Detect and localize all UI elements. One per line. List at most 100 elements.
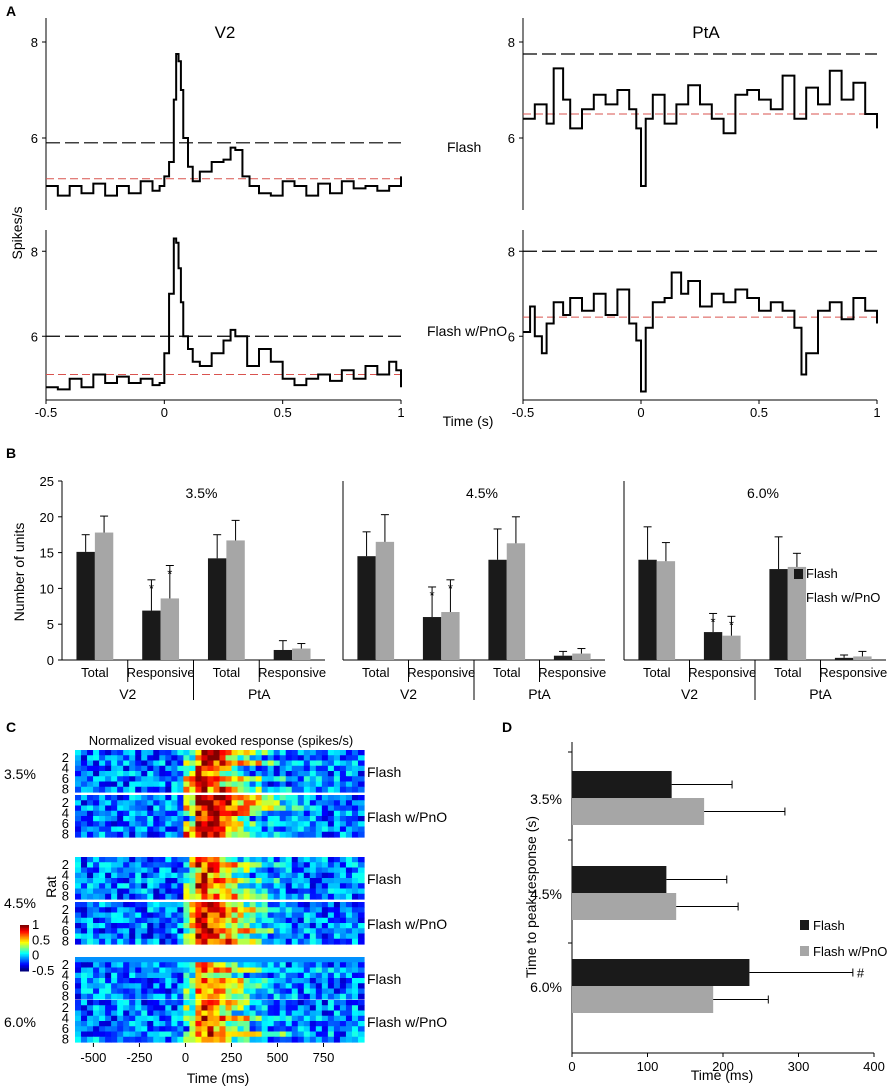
- heatmap-cell: [261, 872, 269, 879]
- heatmap-cell: [99, 1010, 106, 1017]
- heatmap-cell: [183, 1026, 190, 1033]
- heatmap-cell: [159, 983, 166, 990]
- heatmap-cell: [141, 993, 148, 1000]
- heatmap-cell: [207, 872, 215, 879]
- heatmap-cell: [93, 872, 100, 879]
- heatmap-cell: [201, 776, 209, 783]
- heatmap-cell: [225, 888, 233, 895]
- heatmap-cell: [87, 755, 94, 762]
- heatmap-cell: [261, 826, 269, 833]
- heatmap-cell: [291, 972, 299, 979]
- heatmap-cell: [81, 988, 88, 995]
- heatmap-cell: [273, 978, 281, 984]
- heatmap-cell: [177, 867, 184, 874]
- heatmap-cell: [345, 867, 353, 874]
- heatmap-cell: [105, 957, 112, 963]
- heatmap-cell: [159, 1000, 166, 1006]
- heatmap-cell: [147, 978, 154, 984]
- heatmap-cell: [105, 912, 112, 919]
- heatmap-cell: [285, 917, 293, 924]
- heatmap-cell: [195, 826, 203, 833]
- heatmap-cell: [309, 917, 317, 924]
- heatmap-cell: [189, 800, 197, 807]
- heatmap-cell: [231, 923, 239, 929]
- heatmap-cell: [99, 928, 106, 935]
- heatmap-cell: [297, 795, 305, 801]
- heatmap-cell: [153, 771, 160, 777]
- heatmap-cell: [297, 1015, 305, 1022]
- heatmap-cell: [237, 878, 245, 884]
- heatmap-cell: [345, 923, 353, 929]
- heatmap-cell: [255, 867, 263, 874]
- heatmap-cell: [183, 750, 190, 756]
- heatmap-cell: [351, 988, 359, 995]
- heatmap-cell: [177, 771, 184, 777]
- x-tick-label: 100: [637, 1059, 659, 1074]
- heatmap-cell: [135, 917, 142, 924]
- heatmap-cell: [285, 928, 293, 935]
- heatmap-cell: [315, 917, 323, 924]
- heatmap-cell: [249, 765, 257, 772]
- heatmap-cell: [279, 978, 287, 984]
- heatmap-cell: [321, 978, 329, 984]
- heatmap-cell: [297, 988, 305, 995]
- heatmap-cell: [123, 795, 130, 801]
- heatmap-cell: [255, 831, 263, 838]
- heatmap-cell: [351, 805, 359, 812]
- heatmap-cell: [261, 883, 269, 890]
- heatmap-cell: [81, 821, 88, 828]
- heatmap-cell: [195, 883, 203, 890]
- heatmap-cell: [339, 1005, 347, 1012]
- heatmap-cell: [261, 912, 269, 919]
- heatmap-cell: [75, 972, 82, 979]
- heatmap-cell: [153, 923, 160, 929]
- heatmap-cell: [261, 776, 269, 783]
- heatmap-cell: [219, 1026, 227, 1033]
- heatmap-cell: [321, 1010, 329, 1017]
- heatmap-cell: [111, 831, 118, 838]
- heatmap-cell: [249, 917, 257, 924]
- heatmap-cell: [123, 821, 130, 828]
- heatmap-cell: [117, 872, 124, 879]
- heatmap-cell: [291, 1031, 299, 1038]
- heatmap-cell: [117, 1000, 124, 1006]
- heatmap-cell: [267, 933, 275, 940]
- heatmap-cell: [333, 888, 341, 895]
- heatmap-cell: [237, 1036, 245, 1043]
- heatmap-cell: [171, 805, 178, 812]
- heatmap-cell: [225, 867, 233, 874]
- heatmap-cell: [189, 967, 197, 974]
- heatmap-cell: [183, 857, 190, 863]
- heatmap-cell: [255, 928, 263, 935]
- heatmap-cell: [93, 805, 100, 812]
- heatmap-cell: [105, 893, 112, 900]
- heatmap-cell: [267, 750, 275, 756]
- heatmap-cell: [159, 928, 166, 935]
- heatmap-cell: [261, 857, 269, 863]
- heatmap-cell: [327, 755, 335, 762]
- heatmap-cell: [117, 962, 124, 969]
- heatmap-cell: [135, 755, 142, 762]
- colorbar-cell: [20, 931, 29, 934]
- heatmap-cell: [285, 810, 293, 817]
- heatmap-cell: [243, 878, 251, 884]
- heatmap-cell: [201, 993, 209, 1000]
- heatmap-cell: [243, 821, 251, 828]
- heatmap-cell: [303, 776, 311, 783]
- heatmap-cell: [321, 867, 329, 874]
- heatmap-cell: [237, 800, 245, 807]
- heatmap-cell: [99, 883, 106, 890]
- bar-flash: [142, 610, 161, 660]
- heatmap-cell: [129, 1026, 136, 1033]
- heatmap-cell: [219, 983, 227, 990]
- heatmap-cell: [159, 993, 166, 1000]
- heatmap-cell: [231, 967, 239, 974]
- heatmap-cell: [141, 816, 148, 822]
- heatmap-cell: [213, 1005, 221, 1012]
- heatmap-cell: [321, 962, 329, 969]
- heatmap-cell: [249, 883, 257, 890]
- heatmap-cell: [243, 978, 251, 984]
- heatmap-cell: [147, 872, 154, 879]
- heatmap-cell: [345, 928, 353, 935]
